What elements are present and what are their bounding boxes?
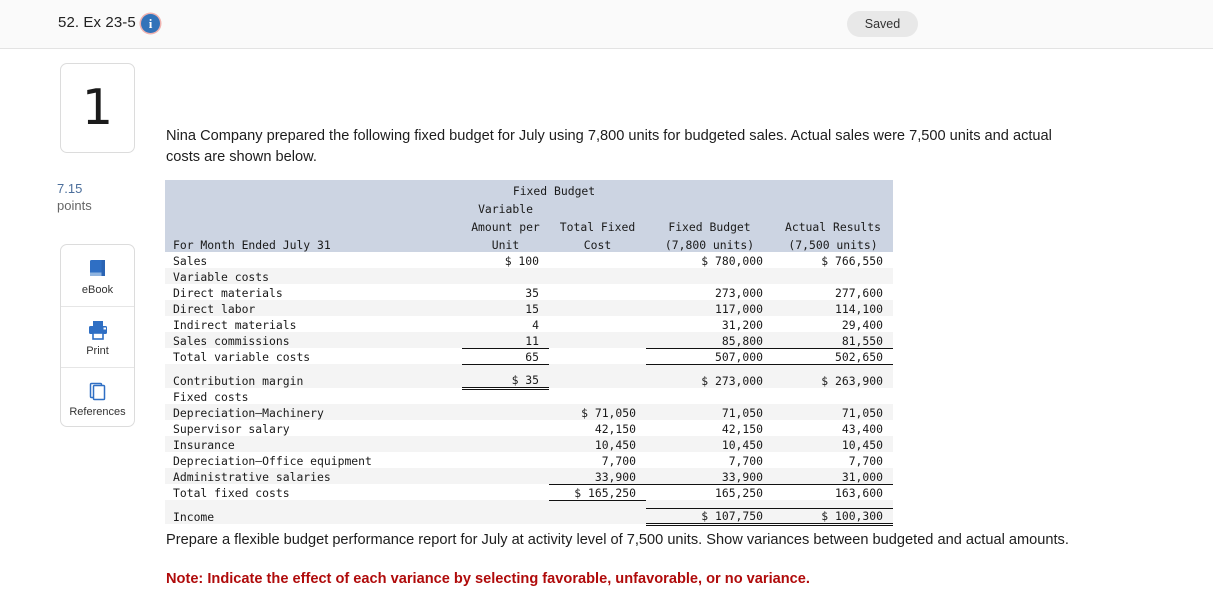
header-c4-line4: (7,500 units)	[788, 238, 878, 252]
table-row: Total variable costs 65 507,000 502,650	[165, 347, 893, 365]
fixed-budget-table: Fixed Budget Variable Amount per Total F…	[165, 180, 893, 526]
table-row: Contribution margin $ 35 $ 273,000 $ 263…	[165, 372, 893, 390]
ebook-button[interactable]: eBook	[61, 245, 134, 306]
header-group-fixed-budget: Fixed Budget	[512, 184, 596, 198]
question-number-box: 1	[60, 63, 135, 153]
note-text: Note: Indicate the effect of each varian…	[166, 571, 810, 587]
points-label: points	[57, 198, 92, 213]
spacer-row	[165, 500, 893, 509]
question-title: 52. Ex 23-5	[58, 14, 136, 31]
table-row: Direct labor 15 117,000 114,100	[165, 300, 893, 316]
header-row-1: Fixed Budget	[165, 180, 893, 198]
table-row: Sales $ 100 $ 780,000 $ 766,550	[173, 254, 883, 268]
header-c1-line4: Unit	[491, 238, 520, 252]
table-body: Sales $ 100 $ 780,000 $ 766,550 Variable…	[165, 252, 893, 526]
book-icon	[86, 256, 110, 282]
references-label: References	[69, 406, 126, 418]
question-stem: Nina Company prepared the following fixe…	[166, 128, 1052, 165]
table-row: Sales commissions 11 85,800 81,550	[165, 332, 893, 348]
header-row-label: For Month Ended July 31	[173, 238, 331, 252]
print-label: Print	[86, 345, 109, 357]
table-row: Insurance 10,450 10,450 10,450	[165, 436, 893, 452]
header-c2-line3: Total Fixed	[559, 220, 636, 234]
question-number: 1	[81, 79, 114, 136]
header-c3-line4: (7,800 units)	[664, 238, 755, 252]
table-row: Depreciation—Machinery $ 71,050 71,050 7…	[165, 404, 893, 420]
spacer-row	[165, 364, 893, 372]
header-row-2: Variable	[165, 198, 893, 216]
header-c2-line4: Cost	[583, 238, 612, 252]
header-c1-line3: Amount per	[471, 220, 540, 234]
top-bar: 52. Ex 23-5 i Saved	[0, 0, 1213, 49]
header-c4-line3: Actual Results	[784, 220, 881, 234]
print-button[interactable]: Print	[61, 306, 134, 367]
tool-panel: eBook Print References	[60, 244, 135, 427]
table-row: Total fixed costs $ 165,250 165,250 163,…	[173, 484, 883, 501]
table-row: Supervisor salary 42,150 42,150 43,400	[173, 422, 883, 436]
table-row: Direct materials 35 273,000 277,600	[173, 286, 883, 300]
info-icon[interactable]: i	[141, 14, 160, 33]
printer-icon	[85, 317, 111, 343]
status-badge-saved: Saved	[847, 11, 918, 37]
ebook-label: eBook	[81, 283, 114, 296]
header-c3-line3: Fixed Budget	[668, 220, 751, 234]
header-row-4: For Month Ended July 31 Unit Cost (7,800…	[165, 234, 893, 252]
table-header: Fixed Budget Variable Amount per Total F…	[165, 180, 893, 252]
table-row: Administrative salaries 33,900 33,900 31…	[165, 468, 893, 485]
requirement-text: Prepare a flexible budget performance re…	[166, 532, 1069, 548]
table-row: Fixed costs	[173, 390, 249, 404]
header-c1-line2: Variable	[478, 202, 533, 216]
copy-documents-icon	[86, 378, 110, 404]
table-row: Depreciation—Office equipment 7,700 7,70…	[173, 454, 883, 468]
points-value: 7.15	[57, 181, 83, 196]
table-row: Indirect materials 4 31,200 29,400	[173, 318, 883, 332]
table-row: Variable costs	[165, 268, 893, 284]
references-button[interactable]: References	[61, 367, 134, 426]
table-row: Income $ 107,750 $ 100,300	[165, 508, 893, 526]
header-row-3: Amount per Total Fixed Fixed Budget Actu…	[165, 216, 893, 234]
